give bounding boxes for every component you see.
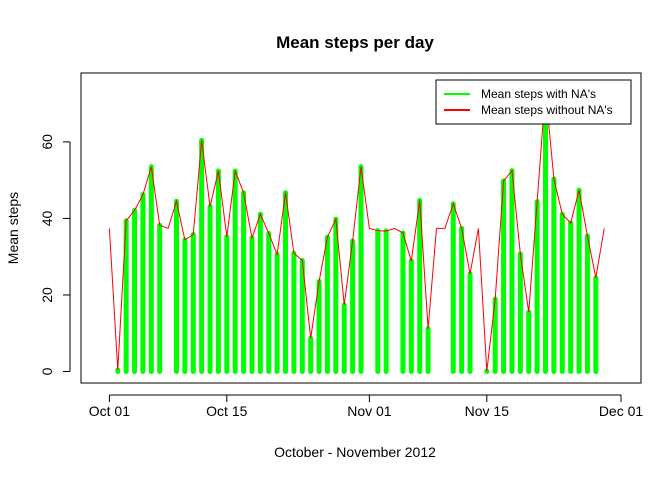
legend-label-with-na: Mean steps with NA's	[481, 87, 596, 101]
series-line-without-na	[108, 89, 605, 372]
x-tick-label: Oct 01	[89, 403, 130, 419]
y-axis-label: Mean steps	[5, 192, 21, 264]
x-axis: Oct 01 Oct 15 Nov 01 Nov 15 Dec 01	[89, 394, 644, 419]
legend-box	[435, 79, 632, 125]
x-tick-label: Oct 15	[206, 403, 247, 419]
line-group	[108, 89, 605, 372]
y-axis: 0 20 40 60	[39, 134, 71, 375]
chart-title: Mean steps per day	[276, 33, 434, 52]
legend: Mean steps with NA's Mean steps without …	[435, 79, 632, 125]
y-tick-label: 0	[39, 367, 55, 375]
y-tick-label: 60	[39, 134, 55, 150]
x-tick-label: Dec 01	[599, 403, 644, 419]
x-tick-label: Nov 15	[465, 403, 510, 419]
y-tick-label: 20	[39, 287, 55, 303]
y-tick-label: 40	[39, 210, 55, 226]
legend-label-without-na: Mean steps without NA's	[481, 103, 613, 117]
x-tick-label: Nov 01	[347, 403, 392, 419]
plot-frame	[80, 72, 642, 384]
x-axis-label: October - November 2012	[274, 444, 436, 460]
bars-group	[115, 87, 599, 375]
